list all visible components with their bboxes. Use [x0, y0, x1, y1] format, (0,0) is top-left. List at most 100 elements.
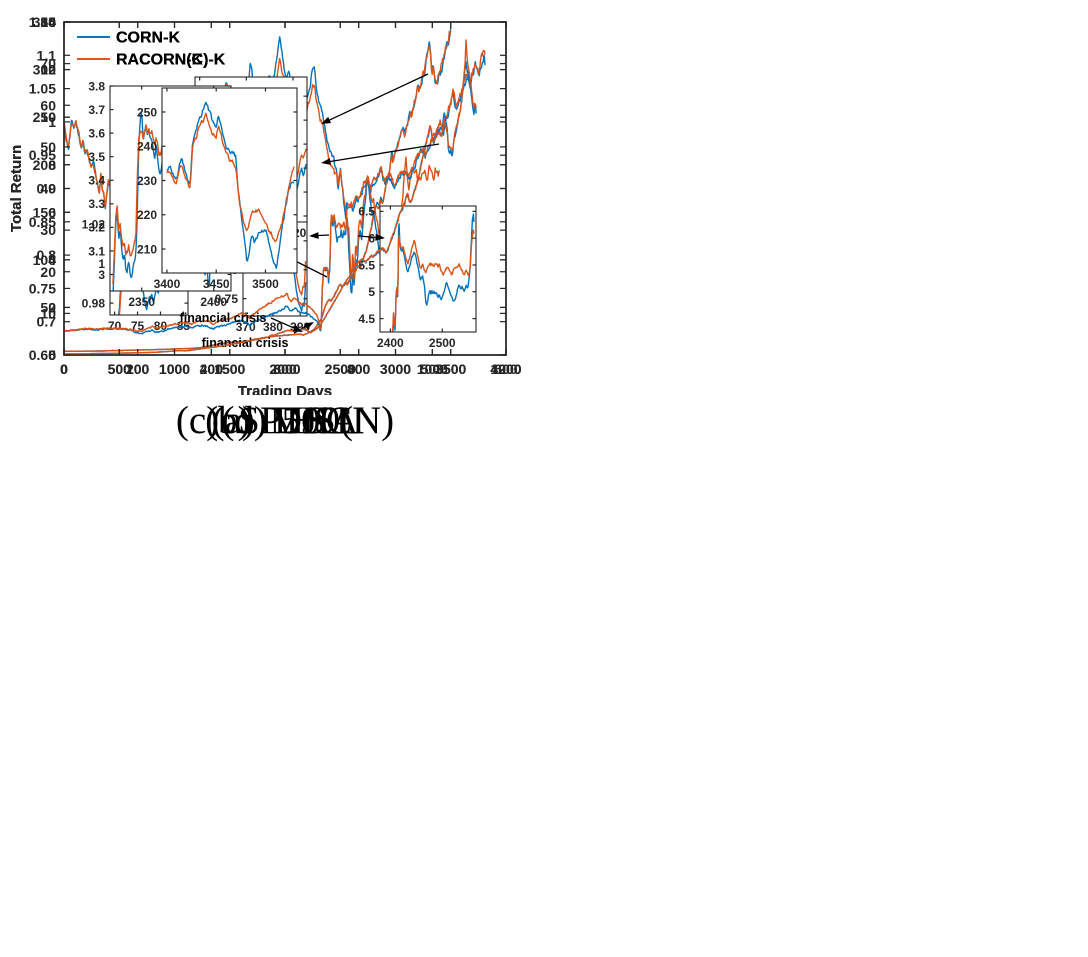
arrow-line: [327, 143, 440, 163]
x-tick-label: 0: [60, 361, 68, 377]
x-tick-label: 3500: [252, 277, 279, 291]
y-tick-label: 250: [137, 105, 157, 119]
caption-index: (a): [211, 399, 255, 442]
y-tick-label: 1: [48, 114, 56, 130]
x-tick-label: 1500: [214, 361, 245, 377]
x-tick-label: 0: [60, 361, 68, 377]
x-tick-label: 2000: [269, 361, 300, 377]
legend: CORN-K RACORN(C)-K: [77, 30, 226, 69]
x-tick-label: 500: [108, 361, 132, 377]
arrow-head: [321, 158, 331, 165]
x-tick-label: 2400: [377, 336, 404, 350]
x-tick-label: 2000: [269, 361, 300, 377]
x-tick-label: 3000: [380, 361, 411, 377]
y-tick-label: 3.5: [88, 150, 105, 164]
legend-label: CORN-K: [116, 30, 180, 47]
inset-series-CORN-K: [392, 213, 475, 332]
legend-item-CORN-K: CORN-K: [77, 30, 180, 47]
x-tick-label: 800: [347, 361, 371, 377]
y-tick-label: 0.8: [37, 247, 57, 263]
y-tick-label: 0.85: [29, 214, 56, 230]
x-tick-label: 4000: [490, 361, 521, 377]
y-tick-label: 5: [368, 285, 375, 299]
y-tick-label: 0: [48, 347, 56, 363]
y-axis-label: Total Return: [8, 145, 25, 232]
series-RACORN-K: [64, 39, 477, 355]
x-tick-label: 370: [236, 320, 256, 334]
legend-label: RACORN(C)-K: [116, 52, 226, 69]
y-tick-label: 50: [40, 139, 56, 155]
x-axis: 2350 2400: [128, 86, 227, 309]
x-axis: 0 500 1000 1500 2000 2500 3000 3500 4000: [60, 22, 522, 377]
y-tick-label: 210: [137, 242, 157, 256]
arrow-head: [304, 322, 314, 330]
arrow-head: [309, 232, 319, 239]
y-tick-label: 6.5: [358, 205, 375, 219]
y-tick-label: 4: [48, 252, 56, 268]
y-tick-label: 3.8: [88, 79, 105, 93]
caption-index: (d): [221, 399, 267, 442]
caption-sp500n: (c) SP500(N): [0, 395, 544, 453]
y-tick-label: 12: [40, 62, 56, 78]
y-tick-label: 20: [40, 264, 56, 280]
y-axis: 0.65 0.7 0.75 0.8 0.85 0.9 0.95 1 1.05 1.1 1.15: [29, 14, 506, 363]
y-axis: 3 3.1 3.2 3.3 3.4 3.5 3.6 3.7 3.8: [88, 79, 231, 282]
legend-item-RACORN-K: RACORN-K: [77, 52, 204, 69]
x-tick-label: 200: [200, 361, 224, 377]
y-tick-label: 0: [48, 347, 56, 363]
x-tick-label: 200: [126, 361, 150, 377]
caption-msci: (b) MSCI: [0, 395, 544, 453]
y-tick-label: 3.6: [88, 126, 105, 140]
series-CORN-K: [64, 54, 486, 335]
caption-index: (b): [205, 399, 251, 442]
y-tick-label: 5.5: [358, 258, 375, 272]
caption-djia: (a) DJIA: [0, 395, 544, 453]
x-tick-label: 0: [60, 361, 68, 377]
legend-label: RACORN(C)-K: [116, 52, 226, 69]
x-tick-label: 80: [154, 319, 168, 333]
arrow-line: [357, 235, 379, 239]
x-tick-label: 1500: [214, 361, 245, 377]
y-tick-label: 1.02: [82, 217, 106, 231]
y-tick-label: 3: [98, 268, 105, 282]
legend: CORN-K RACORN-K: [77, 30, 204, 69]
legend-label: CORN-K: [116, 30, 180, 47]
x-axis-label: Trading Days: [238, 383, 332, 395]
y-tick-label: 6: [48, 204, 56, 220]
caption-name: MSCI: [269, 399, 365, 442]
y-tick-label: 30: [40, 222, 56, 238]
annotation-arrow: [309, 232, 330, 239]
annotation-arrow: [321, 73, 429, 124]
y-tick-label: 220: [137, 208, 157, 222]
y-tick-label: 3.4: [88, 174, 105, 188]
x-tick-label: 100: [126, 361, 150, 377]
x-tick-label: 500: [108, 361, 132, 377]
y-tick-label: 70: [40, 56, 56, 72]
y-tick-label: 1: [98, 257, 105, 271]
y-tick-label: 10: [40, 305, 56, 321]
y-axis-label: Total Return: [8, 145, 25, 232]
caption-name: SP500(N): [238, 399, 395, 442]
chart-hsi: 0 500 1000 1500 2000 2500 3000 3500 400005010015…: [8, 14, 522, 395]
y-tick-label: 200: [33, 157, 57, 173]
x-tick-label: 1000: [417, 361, 448, 377]
y-tick-label: 350: [33, 14, 57, 30]
arrow-head: [321, 116, 332, 124]
x-tick-label: 0: [60, 361, 68, 377]
y-axis: 210 220 230 240 250: [137, 105, 297, 256]
y-tick-label: 230: [137, 174, 157, 188]
y-tick-label: 80: [40, 14, 56, 30]
y-tick-label: 1.1: [37, 47, 57, 63]
y-tick-label: 0.9: [37, 181, 57, 197]
panel-hsi: 0 500 1000 1500 2000 2500 3000 3500 4000 0 50 100 15…: [0, 0, 544, 453]
y-tick-label: 3.2: [88, 221, 105, 235]
x-axis: 3400 3450 3500: [154, 88, 279, 291]
y-tick-label: 150: [33, 204, 57, 220]
y-axis: 0 10 20 30 40 50 60 70 80: [40, 14, 506, 363]
x-tick-label: 500: [421, 361, 445, 377]
x-tick-label: 3400: [154, 277, 181, 291]
annotation-financial-crisis: financial crisis: [180, 311, 267, 325]
x-tick-label: 1000: [159, 361, 190, 377]
x-tick-label: 2500: [429, 336, 456, 350]
